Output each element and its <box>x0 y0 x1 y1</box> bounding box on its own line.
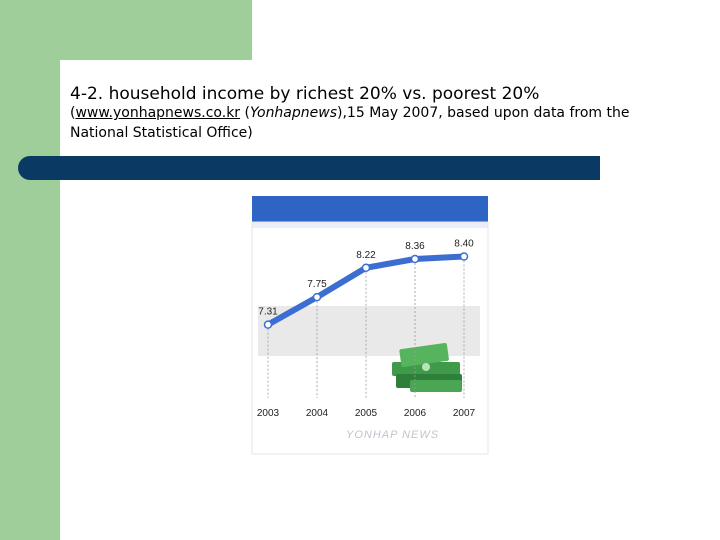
value-label-2005: 8.22 <box>356 250 376 261</box>
data-point-2006 <box>410 254 420 264</box>
value-label-2007: 8.40 <box>454 239 474 250</box>
chart-header-bar <box>252 196 488 222</box>
data-point-2007 <box>459 252 469 261</box>
data-point-2004 <box>312 292 322 302</box>
x-tick-2004: 2004 <box>306 408 329 419</box>
data-point-2005 <box>361 263 371 272</box>
chart-plot-frame <box>251 221 489 455</box>
top-left-block <box>0 0 252 60</box>
x-tick-2007: 2007 <box>453 408 476 419</box>
money-stack-icon <box>392 342 462 392</box>
chart-header-lighter <box>252 222 488 228</box>
source-link[interactable]: www.yonhapnews.co.kr <box>75 105 241 121</box>
x-tick-2006: 2006 <box>404 408 427 419</box>
divider-bar <box>18 156 600 180</box>
income-ratio-chart: YONHAP NEWS 7.31 7.75 8.22 8.36 8.40 2003 200… <box>250 194 490 456</box>
left-side-band <box>0 0 60 540</box>
slide-subtitle: (www.yonhapnews.co.kr (Yonhapnews),15 Ma… <box>70 105 630 141</box>
data-point-2003 <box>263 320 273 329</box>
chart-watermark: YONHAP NEWS <box>346 429 439 441</box>
value-label-2004: 7.75 <box>307 279 327 290</box>
slide-title: 4-2. household income by richest 20% vs.… <box>70 84 540 104</box>
x-tick-2003: 2003 <box>257 408 280 419</box>
value-label-2006: 8.36 <box>405 241 425 252</box>
source-details: ,15 May 2007, based upon data from the N… <box>70 105 630 141</box>
source-name: Yonhapnews <box>249 105 338 121</box>
x-tick-2005: 2005 <box>355 408 378 419</box>
value-label-2003: 7.31 <box>258 307 278 318</box>
